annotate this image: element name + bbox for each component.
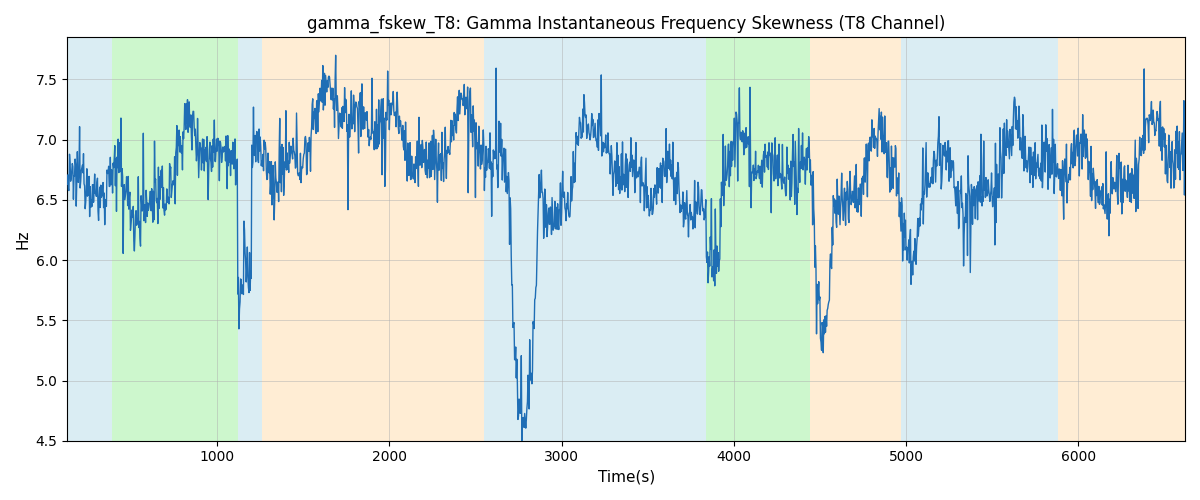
Bar: [112, 38, 238, 440]
Title: gamma_fskew_T8: Gamma Instantaneous Frequency Skewness (T8 Channel): gamma_fskew_T8: Gamma Instantaneous Freq…: [307, 15, 946, 34]
Bar: [484, 38, 707, 440]
Bar: [810, 38, 901, 440]
X-axis label: Time(s): Time(s): [598, 470, 655, 485]
Bar: [707, 38, 810, 440]
Y-axis label: Hz: Hz: [16, 230, 30, 249]
Bar: [262, 38, 484, 440]
Bar: [238, 38, 262, 440]
Bar: [1057, 38, 1184, 440]
Bar: [67, 38, 112, 440]
Bar: [901, 38, 1057, 440]
